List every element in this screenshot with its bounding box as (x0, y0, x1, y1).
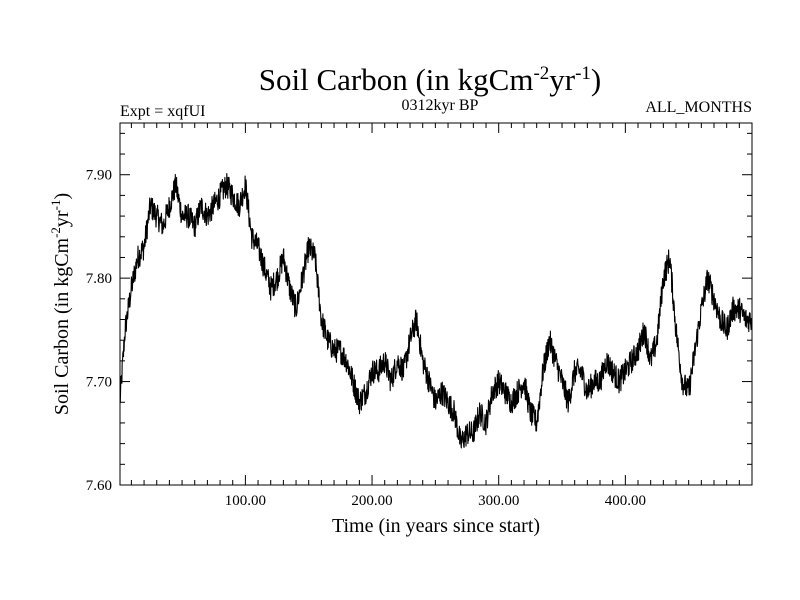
x-tick-label: 400.00 (605, 493, 646, 509)
y-tick-label: 7.80 (86, 271, 112, 287)
soil-carbon-series-line (119, 172, 753, 449)
y-tick-label: 7.70 (86, 375, 112, 391)
x-tick-labels: 100.00 200.00 300.00 400.00 (225, 493, 646, 509)
x-axis-label: Time (in years since start) (332, 515, 540, 537)
x-tick-label: 100.00 (225, 493, 266, 509)
x-tick-label: 200.00 (351, 493, 392, 509)
y-tick-label: 7.90 (86, 168, 112, 184)
plot-frame (119, 122, 753, 486)
period-label: 0312kyr BP (402, 97, 479, 114)
chart-title: Soil Carbon (in kgCm-2yr-1) (259, 62, 602, 97)
y-tick-label: 7.60 (86, 478, 112, 494)
y-axis-label: Soil Carbon (in kgCm-2yr-1) (48, 193, 73, 415)
x-tick-label: 300.00 (478, 493, 519, 509)
months-label: ALL_MONTHS (645, 99, 752, 116)
experiment-label: Expt = xqfUI (120, 103, 205, 120)
y-tick-labels: 7.60 7.70 7.80 7.90 (86, 168, 112, 494)
axis-ticks (120, 123, 752, 485)
